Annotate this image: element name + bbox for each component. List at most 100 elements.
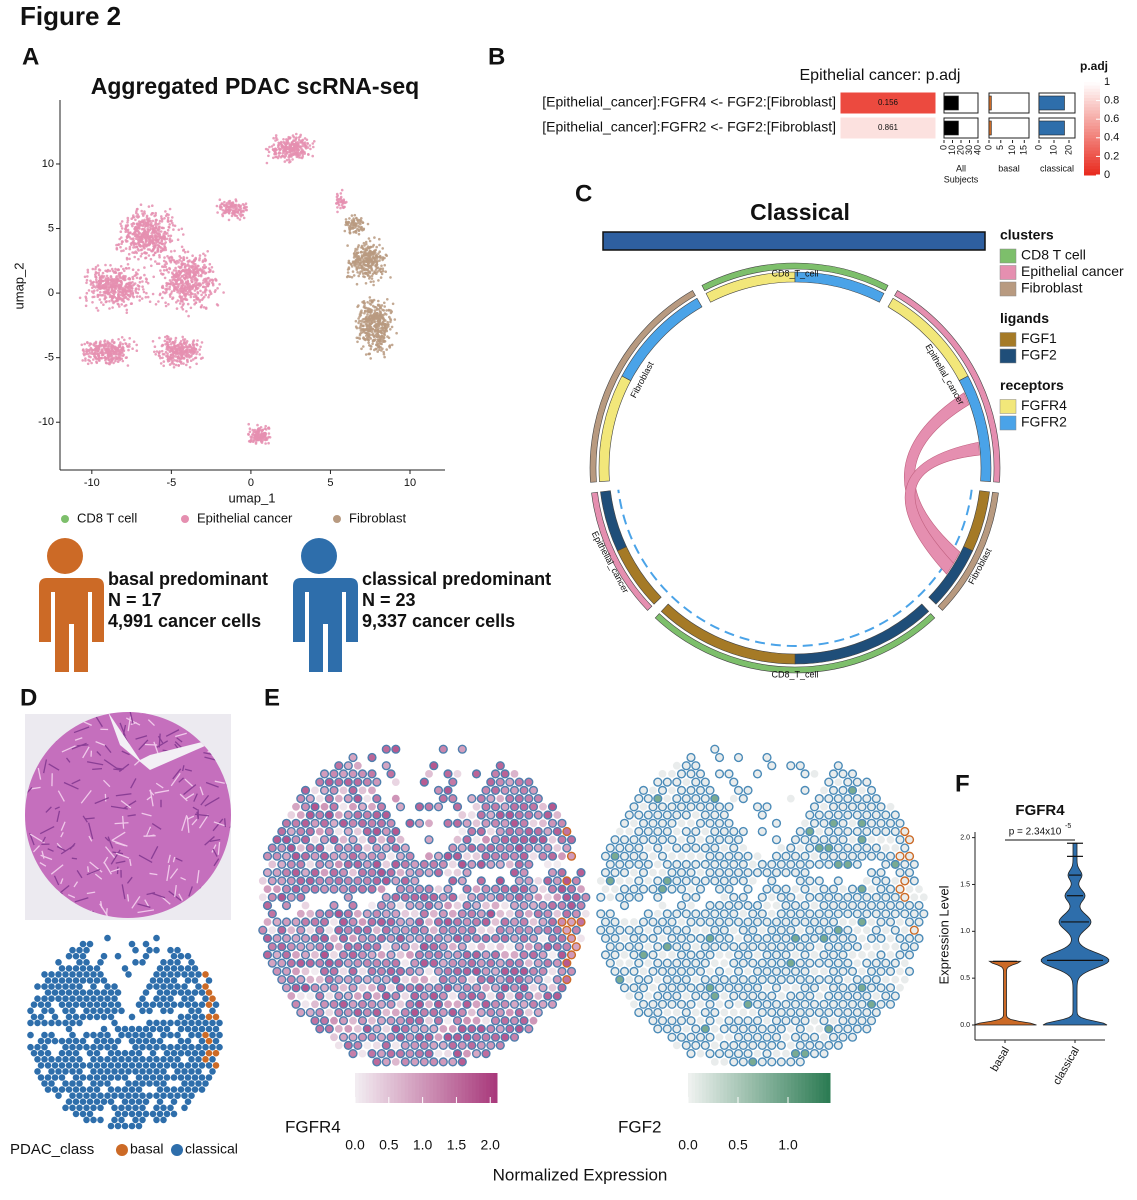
histology-texture xyxy=(96,751,102,756)
class-spot xyxy=(128,1110,136,1118)
expression-spot xyxy=(315,810,325,820)
umap-point xyxy=(150,232,153,235)
umap-point xyxy=(358,319,361,323)
umap-point xyxy=(254,437,257,441)
expression-spot xyxy=(472,819,481,828)
umap-point xyxy=(182,257,185,261)
class-spot xyxy=(181,971,188,978)
umap-point xyxy=(388,345,391,348)
umap-point xyxy=(111,269,115,273)
histology-texture xyxy=(157,735,164,744)
class-spot xyxy=(121,1062,129,1069)
expression-spot xyxy=(543,826,553,837)
umap-point xyxy=(133,255,136,259)
histology-texture xyxy=(141,812,152,817)
umap-point xyxy=(168,207,172,211)
umap-point xyxy=(359,219,363,223)
expression-spot xyxy=(338,769,349,779)
expression-spot xyxy=(571,876,581,886)
umap-point xyxy=(204,285,207,289)
expression-spot xyxy=(372,793,382,804)
legend-label: Fibroblast xyxy=(349,510,406,525)
expression-spot xyxy=(325,844,334,852)
class-spot xyxy=(191,977,199,984)
class-spot xyxy=(191,1062,199,1069)
expression-spot xyxy=(438,925,448,935)
class-spot xyxy=(76,946,83,954)
umap-point xyxy=(374,320,377,323)
expression-spot xyxy=(452,950,463,960)
x-tick-label: 15 xyxy=(1019,145,1029,155)
histology-texture xyxy=(150,845,159,860)
class-spot xyxy=(195,1056,202,1063)
legend-title: receptors xyxy=(1000,377,1064,393)
umap-point xyxy=(117,303,120,306)
class-spot xyxy=(76,1104,83,1112)
umap-point xyxy=(120,240,124,243)
expression-spot xyxy=(500,802,510,812)
expression-spot xyxy=(458,811,467,819)
expression-spot xyxy=(410,925,420,935)
histology-texture xyxy=(147,719,155,727)
expression-spot xyxy=(547,818,558,828)
class-spot xyxy=(100,1037,108,1045)
expression-spot xyxy=(471,900,482,911)
umap-point xyxy=(108,362,111,366)
umap-point xyxy=(357,274,361,278)
class-spot xyxy=(198,1049,206,1057)
umap-point xyxy=(362,241,366,245)
umap-point xyxy=(90,361,93,365)
class-spot xyxy=(198,1025,206,1033)
expression-spot xyxy=(419,942,429,952)
expression-spot xyxy=(348,785,358,796)
expression-spot xyxy=(577,934,585,943)
umap-point xyxy=(159,250,163,253)
umap-point xyxy=(98,286,101,289)
umap-point xyxy=(91,295,94,299)
histology-texture xyxy=(82,746,90,759)
umap-point xyxy=(298,135,302,138)
expression-spot xyxy=(272,950,282,960)
expression-spot xyxy=(552,826,562,837)
umap-point xyxy=(172,366,176,369)
umap-point xyxy=(155,231,158,234)
legend-title: PDAC_class xyxy=(10,1141,94,1158)
umap-point xyxy=(165,237,169,241)
umap-point xyxy=(94,267,97,271)
expression-spot xyxy=(519,933,529,944)
umap-point xyxy=(360,244,364,248)
umap-point xyxy=(274,147,277,150)
histology-texture xyxy=(48,763,60,771)
umap-point xyxy=(242,216,246,220)
umap-point xyxy=(389,328,392,331)
expression-spot xyxy=(505,810,515,820)
class-spot xyxy=(188,1068,195,1075)
umap-point xyxy=(175,259,179,263)
class-spot xyxy=(97,1116,104,1124)
class-spot xyxy=(209,1043,216,1051)
expression-spot xyxy=(443,851,453,861)
class-spot xyxy=(156,1025,164,1033)
umap-point xyxy=(175,288,179,291)
histology-texture xyxy=(103,779,111,788)
class-spot xyxy=(100,1025,108,1033)
umap-point xyxy=(164,350,168,354)
umap-point xyxy=(143,210,146,213)
class-spot xyxy=(153,1019,160,1027)
colorbar-step xyxy=(1084,159,1100,164)
class-spot xyxy=(86,1098,94,1105)
umap-point xyxy=(151,340,155,343)
umap-point xyxy=(365,268,369,272)
umap-point xyxy=(204,287,207,291)
umap-point xyxy=(313,140,316,143)
expression-spot xyxy=(519,900,529,911)
histology-texture xyxy=(115,852,130,859)
expression-spot xyxy=(424,835,434,845)
umap-point xyxy=(154,260,157,263)
umap-point xyxy=(111,280,114,283)
umap-point xyxy=(354,319,358,323)
umap-point xyxy=(295,132,298,136)
umap-point xyxy=(154,353,157,356)
histology-texture xyxy=(129,858,132,866)
expression-spot xyxy=(553,844,562,852)
